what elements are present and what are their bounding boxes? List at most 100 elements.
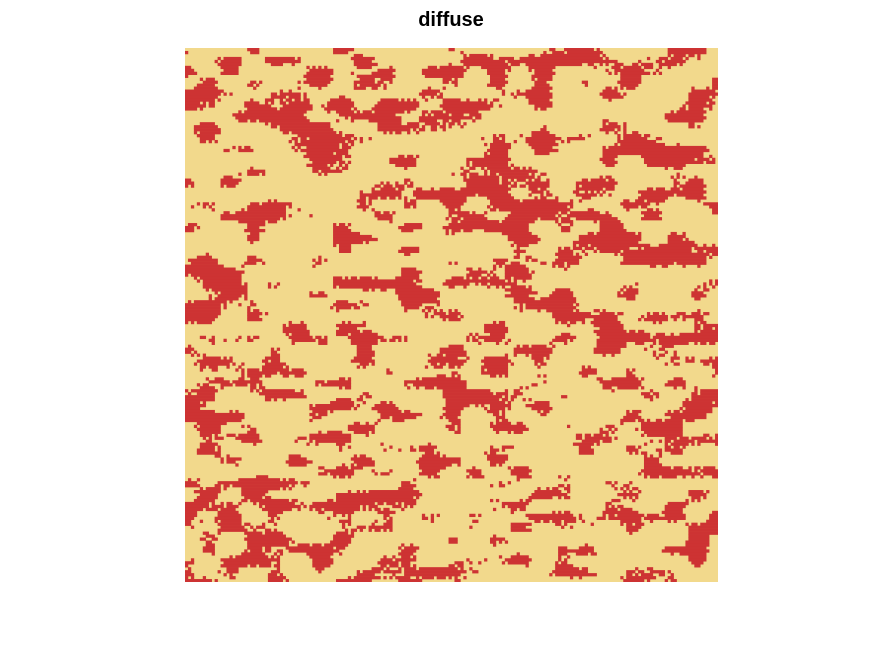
patch-cell-run	[504, 273, 532, 277]
patch-cell-run	[578, 451, 594, 455]
patch-cell-run	[584, 436, 612, 440]
patch-cell-run	[638, 472, 642, 476]
patch-cell-run	[318, 430, 322, 434]
patch-cell-run	[501, 412, 506, 417]
patch-cell-run	[679, 552, 707, 556]
patch-cell-run	[350, 71, 355, 75]
patch-cell-run	[623, 495, 627, 500]
patch-cell-run	[510, 261, 520, 265]
patch-cell-run	[276, 347, 281, 351]
patch-cell-run	[321, 169, 343, 173]
patch-cell-run	[383, 211, 390, 215]
patch-cell-run	[291, 131, 337, 135]
patch-cell-run	[211, 202, 215, 206]
patch-cell-run	[525, 306, 577, 310]
patch-cell-run	[404, 570, 467, 574]
patch-cell-run	[247, 306, 251, 310]
patch-cell-run	[439, 315, 458, 319]
patch-cell-run	[250, 231, 260, 236]
patch-cell-run	[566, 323, 571, 328]
patch-cell-run	[312, 166, 331, 170]
patch-cell-run	[223, 487, 227, 491]
patch-cell-run	[415, 131, 420, 135]
patch-cell-run	[510, 178, 514, 182]
patch-cell-run	[537, 374, 541, 378]
patch-cell-run	[712, 77, 718, 81]
patch-cell-run	[688, 95, 710, 99]
patch-cell-run	[492, 137, 500, 141]
patch-cell-run	[247, 424, 251, 429]
patch-cell-run	[445, 228, 449, 233]
patch-cell-run	[442, 282, 470, 286]
patch-cell-run	[282, 217, 286, 221]
patch-cell-run	[540, 412, 547, 417]
patch-cell-run	[469, 53, 488, 58]
patch-cell-run	[238, 110, 242, 114]
patch-cell-run	[214, 454, 221, 458]
patch-cell-run	[540, 297, 577, 301]
patch-cell-run	[226, 184, 236, 188]
patch-cell-run	[516, 475, 532, 479]
patch-cell-run	[460, 220, 500, 224]
patch-cell-run	[185, 395, 215, 399]
patch-cell-run	[250, 525, 254, 529]
patch-cell-run	[226, 501, 233, 506]
patch-cell-run	[336, 309, 340, 313]
patch-cell-run	[679, 332, 718, 337]
patch-cell-run	[336, 442, 346, 446]
patch-cell-run	[507, 401, 512, 405]
patch-cell-run	[410, 199, 417, 203]
patch-cell-run	[214, 519, 218, 523]
patch-cell-run	[593, 309, 600, 313]
patch-cell-run	[448, 540, 458, 544]
patch-cell-run	[309, 412, 316, 417]
patch-cell-run	[602, 148, 710, 153]
patch-cell-run	[558, 546, 568, 550]
patch-cell-run	[315, 335, 322, 340]
patch-cell-run	[561, 395, 568, 399]
heatmap-raster	[185, 48, 718, 582]
patch-cell-run	[608, 122, 618, 126]
patch-cell-run	[561, 320, 568, 325]
patch-cell-run	[638, 445, 642, 449]
patch-cell-run	[247, 172, 260, 176]
patch-cell-run	[371, 71, 393, 75]
patch-cell-run	[338, 386, 343, 390]
patch-cell-run	[321, 383, 352, 387]
patch-cell-run	[581, 80, 589, 84]
patch-cell-run	[617, 137, 621, 141]
patch-cell-run	[442, 86, 446, 90]
patch-cell-run	[401, 98, 405, 102]
patch-cell-run	[347, 445, 352, 449]
patch-cell-run	[487, 71, 506, 75]
patch-cell-run	[442, 101, 488, 105]
patch-cell-run	[185, 406, 201, 411]
patch-cell-run	[549, 294, 574, 298]
patch-cell-run	[211, 501, 215, 506]
patch-cell-run	[374, 472, 378, 476]
patch-cell-run	[371, 406, 399, 411]
patch-cell-run	[495, 392, 509, 396]
patch-cell-run	[504, 558, 532, 562]
patch-cell-run	[534, 196, 538, 200]
patch-cell-run	[294, 374, 304, 378]
patch-cell-run	[513, 306, 517, 310]
patch-cell-run	[531, 356, 544, 360]
patch-cell-run	[421, 309, 426, 313]
patch-cell-run	[658, 353, 665, 357]
patch-cell-run	[312, 409, 328, 414]
patch-cell-run	[350, 276, 358, 280]
patch-cell-run	[555, 258, 580, 262]
patch-cell-run	[510, 211, 559, 215]
patch-cell-run	[436, 513, 440, 518]
patch-cell-run	[492, 264, 497, 268]
patch-cell-run	[484, 211, 488, 215]
patch-cell-run	[540, 128, 547, 132]
patch-cell-run	[353, 306, 360, 310]
patch-cell-run	[445, 409, 461, 414]
patch-cell-run	[199, 368, 204, 372]
patch-cell-run	[558, 264, 565, 268]
patch-cell-run	[256, 83, 260, 87]
patch-cell-run	[353, 86, 366, 90]
patch-cell-run	[670, 579, 677, 582]
